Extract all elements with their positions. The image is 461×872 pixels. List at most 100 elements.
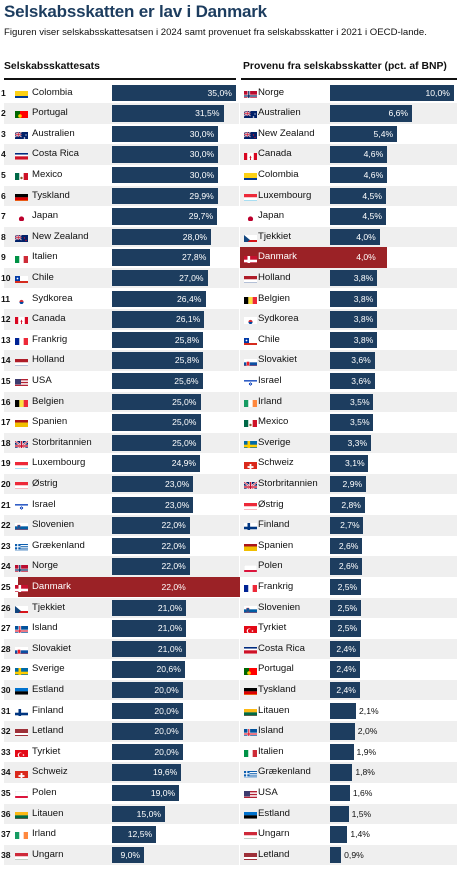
- value-label: 4,6%: [363, 169, 384, 180]
- country-label: Spanien: [258, 539, 294, 551]
- slovakia-flag-icon: [244, 356, 257, 366]
- value-label: 4,5%: [362, 211, 382, 222]
- rank-label: 26: [1, 602, 11, 613]
- rank-label: 1: [1, 87, 6, 98]
- bar: [330, 352, 375, 369]
- value-label: 1,5%: [351, 808, 372, 819]
- bar: [330, 805, 349, 823]
- latvia-flag-icon: [15, 726, 28, 737]
- bar: [330, 393, 374, 411]
- bar: [112, 826, 157, 843]
- bar: [330, 723, 355, 740]
- bar: [112, 475, 194, 493]
- greece-flag-icon: [15, 541, 28, 551]
- country-label: Tjekkiet: [32, 601, 66, 613]
- ireland-flag-icon: [15, 829, 28, 840]
- value-label: 25,0%: [172, 417, 197, 428]
- hungary-flag-icon: [15, 850, 28, 860]
- value-label: 26,4%: [177, 293, 202, 304]
- rank-label: 2: [1, 108, 6, 119]
- country-label: New Zealand: [32, 230, 89, 242]
- value-label: 2,6%: [338, 561, 359, 572]
- value-label: 3,8%: [353, 272, 374, 283]
- right-header-rule: [241, 78, 457, 80]
- colombia-flag-icon: [15, 88, 28, 98]
- portugal-flag-icon: [244, 665, 257, 675]
- chile-flag-icon: [244, 335, 257, 345]
- value-label: 22,0%: [161, 520, 186, 531]
- bar: [330, 826, 348, 843]
- bar: [112, 455, 201, 472]
- country-label: Chile: [32, 271, 54, 283]
- country-label: Finland: [32, 704, 64, 716]
- luxembourg-flag-icon: [15, 459, 28, 469]
- value-label: 2,5%: [337, 581, 358, 592]
- value-label: 12,5%: [127, 829, 153, 840]
- bar: [330, 702, 357, 720]
- country-label: Colombia: [258, 168, 299, 180]
- spain-flag-icon: [15, 417, 28, 428]
- chart-title: Selskabsskatten er lav i Danmark: [4, 2, 267, 21]
- value-label: 3,5%: [350, 396, 370, 407]
- country-label: Chile: [258, 333, 280, 345]
- costa-rica-flag-icon: [15, 150, 28, 160]
- lithuania-flag-icon: [244, 706, 257, 716]
- bar: [330, 517, 364, 534]
- country-label: Israel: [32, 498, 56, 510]
- france-flag-icon: [15, 335, 28, 345]
- lithuania-flag-icon: [15, 809, 28, 819]
- bar: [112, 558, 190, 575]
- rank-label: 7: [1, 211, 6, 222]
- slovenia-flag-icon: [15, 520, 28, 531]
- denmark-flag-icon: [15, 582, 28, 593]
- country-label: Norge: [32, 560, 59, 572]
- bar: [330, 620, 361, 637]
- value-label: 1,4%: [350, 829, 370, 840]
- norway-flag-icon: [15, 562, 28, 572]
- bar: [112, 311, 205, 328]
- bar: [330, 455, 369, 472]
- value-label: 3,5%: [350, 417, 370, 428]
- bar: [330, 846, 342, 864]
- bar: [330, 290, 378, 308]
- country-label: Storbritannien: [258, 477, 318, 489]
- country-label: Slovakiet: [258, 354, 297, 366]
- country-label: Belgien: [258, 292, 291, 304]
- country-label: USA: [258, 786, 278, 798]
- country-label: Island: [32, 622, 58, 634]
- rank-label: 8: [1, 231, 6, 242]
- value-label: 27,8%: [181, 252, 207, 263]
- value-label: 1,9%: [356, 746, 377, 757]
- country-label: Tjekkiet: [258, 230, 292, 242]
- country-label: Slovakiet: [32, 642, 71, 654]
- bar: [330, 146, 388, 163]
- country-label: Canada: [32, 313, 66, 325]
- bar: [112, 723, 183, 740]
- country-label: USA: [32, 374, 52, 386]
- country-label: Tyrkiet: [32, 745, 61, 757]
- rank-label: 9: [1, 252, 6, 263]
- bar: [330, 640, 360, 658]
- rank-label: 14: [1, 355, 11, 366]
- value-label: 4,0%: [356, 231, 376, 242]
- bar: [112, 743, 183, 761]
- bar: [330, 84, 454, 102]
- country-label: New Zealand: [258, 127, 315, 139]
- rank-label: 10: [1, 272, 11, 283]
- value-label: 21,0%: [157, 602, 183, 613]
- rank-label: 25: [1, 581, 11, 592]
- value-label: 3,6%: [351, 355, 371, 366]
- value-label: 19,6%: [152, 767, 178, 778]
- value-label: 2,4%: [336, 643, 356, 654]
- country-label: Litauen: [32, 807, 64, 819]
- rank-label: 17: [1, 417, 11, 428]
- czechia-flag-icon: [15, 603, 28, 613]
- country-label: Ungarn: [32, 848, 64, 860]
- rank-label: 27: [1, 623, 11, 634]
- right-panel-title: Provenu fra selskabsskatter (pct. af BNP…: [243, 61, 447, 72]
- country-label: Letland: [32, 725, 64, 737]
- country-label: Sverige: [258, 436, 291, 448]
- bar: [330, 331, 378, 349]
- country-label: Sverige: [32, 663, 65, 675]
- rank-label: 33: [1, 746, 11, 757]
